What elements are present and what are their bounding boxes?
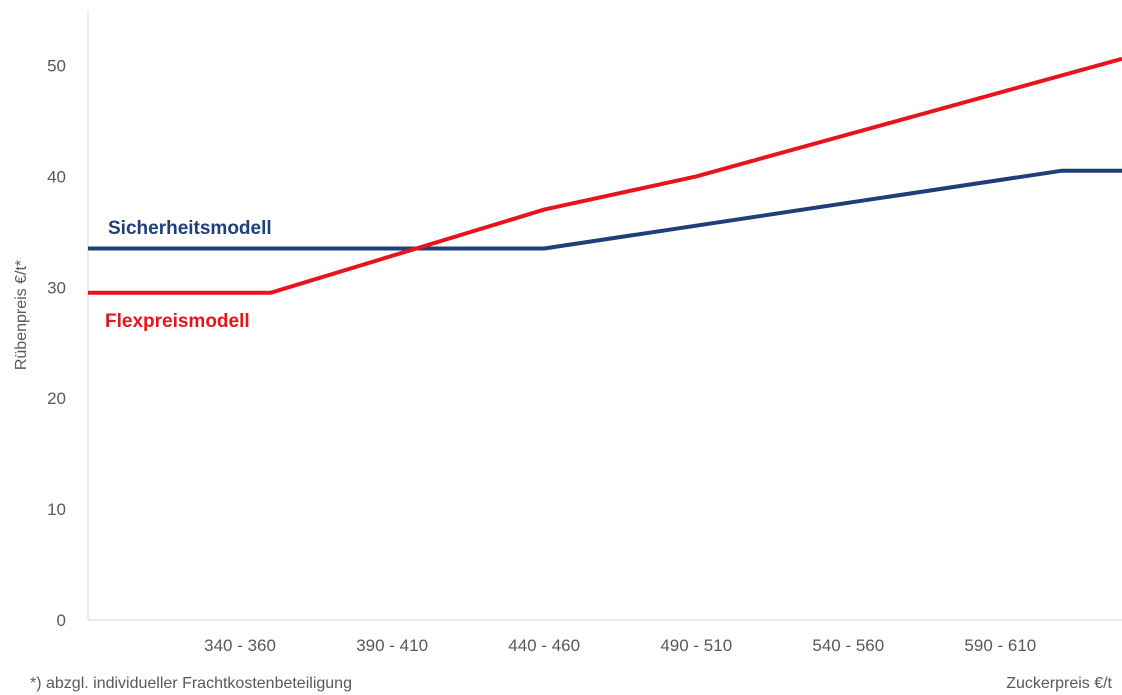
y-axis-label: Rübenpreis €/t* — [13, 260, 30, 370]
series-line-sicherheitsmodell — [88, 168, 1122, 251]
x-tick-labels: 340 - 360 390 - 410 440 - 460 490 - 510 540 … — [204, 636, 1036, 655]
series-labels: Sicherheitsmodell Flexpreismodell — [105, 218, 272, 332]
y-tick-label: 30 — [47, 278, 66, 297]
y-tick-label: 40 — [47, 167, 66, 186]
y-tick-labels: 0 10 20 30 40 50 — [47, 56, 66, 630]
series-label-flexpreismodell: Flexpreismodell — [105, 311, 250, 332]
y-tick-label: 10 — [47, 500, 66, 519]
y-tick-label: 50 — [47, 56, 66, 75]
x-tick-label: 390 - 410 — [356, 636, 428, 655]
x-tick-label: 340 - 360 — [204, 636, 276, 655]
series-label-sicherheitsmodell: Sicherheitsmodell — [108, 218, 272, 239]
x-axis-label: Zuckerpreis €/t — [1006, 675, 1112, 692]
y-tick-label: 20 — [47, 389, 66, 408]
y-tick-label: 0 — [57, 611, 66, 630]
series-layer — [88, 56, 1122, 295]
x-tick-label: 540 - 560 — [812, 636, 884, 655]
footnote: *) abzgl. individueller Frachtkostenbete… — [30, 675, 352, 692]
x-tick-label: 590 - 610 — [964, 636, 1036, 655]
x-tick-label: 440 - 460 — [508, 636, 580, 655]
series-line-flexpreismodell — [88, 56, 1122, 295]
x-tick-label: 490 - 510 — [660, 636, 732, 655]
